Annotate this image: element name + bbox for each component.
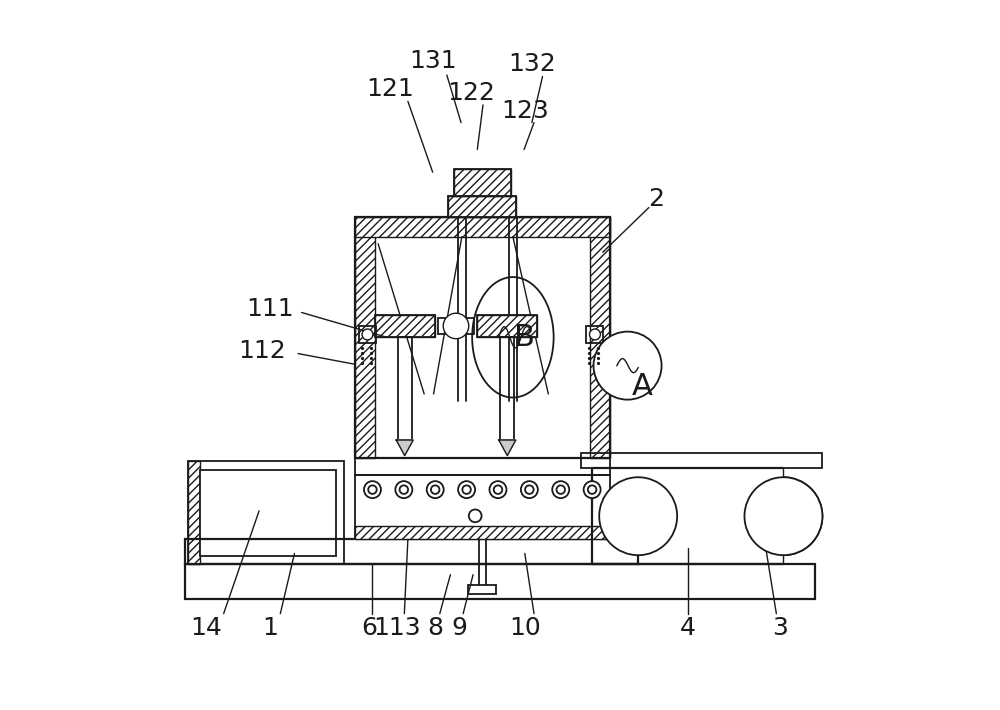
Text: 123: 123 xyxy=(501,99,549,123)
Bar xyxy=(185,564,815,599)
Circle shape xyxy=(590,329,600,340)
Circle shape xyxy=(368,486,377,494)
Bar xyxy=(454,169,511,195)
Text: 1: 1 xyxy=(262,616,278,640)
Bar xyxy=(375,315,435,337)
Bar xyxy=(590,217,610,458)
Bar xyxy=(185,539,638,564)
Text: A: A xyxy=(631,372,652,401)
Text: 131: 131 xyxy=(409,49,456,73)
Text: 8: 8 xyxy=(427,616,443,640)
Bar xyxy=(448,195,516,217)
Circle shape xyxy=(395,481,412,498)
Circle shape xyxy=(521,481,538,498)
Text: 2: 2 xyxy=(648,187,664,211)
Circle shape xyxy=(431,486,439,494)
Circle shape xyxy=(362,329,373,340)
Bar xyxy=(500,337,514,440)
Circle shape xyxy=(552,481,569,498)
Circle shape xyxy=(594,332,662,400)
Bar xyxy=(355,527,610,539)
Circle shape xyxy=(494,486,502,494)
Bar xyxy=(200,470,336,555)
Bar xyxy=(477,315,537,337)
Bar xyxy=(448,195,516,217)
Circle shape xyxy=(462,486,471,494)
Circle shape xyxy=(599,477,677,555)
Text: 111: 111 xyxy=(246,297,294,321)
Bar xyxy=(355,217,375,458)
Text: 3: 3 xyxy=(772,616,788,640)
Text: 113: 113 xyxy=(373,616,421,640)
Text: 132: 132 xyxy=(508,53,556,77)
Circle shape xyxy=(489,481,506,498)
Circle shape xyxy=(443,313,469,339)
Bar xyxy=(438,318,474,334)
Bar xyxy=(454,169,511,195)
Circle shape xyxy=(427,481,444,498)
Bar xyxy=(375,315,435,337)
Bar xyxy=(468,585,496,594)
Text: 4: 4 xyxy=(680,616,696,640)
Text: 10: 10 xyxy=(509,616,541,640)
Bar xyxy=(355,458,610,476)
Circle shape xyxy=(458,481,475,498)
Polygon shape xyxy=(499,440,516,456)
Text: B: B xyxy=(514,323,535,351)
Circle shape xyxy=(525,486,534,494)
Bar xyxy=(359,326,376,343)
Circle shape xyxy=(400,486,408,494)
Bar xyxy=(586,326,603,343)
Text: 6: 6 xyxy=(361,616,377,640)
Bar xyxy=(398,337,412,440)
Bar xyxy=(355,217,610,458)
Bar xyxy=(581,453,822,469)
Text: 14: 14 xyxy=(190,616,222,640)
Circle shape xyxy=(584,481,601,498)
Bar xyxy=(355,476,610,539)
Polygon shape xyxy=(396,440,413,456)
Text: 9: 9 xyxy=(452,616,468,640)
Circle shape xyxy=(588,486,596,494)
Text: 122: 122 xyxy=(448,81,496,105)
Bar xyxy=(188,462,344,564)
Text: 112: 112 xyxy=(239,339,286,364)
Bar xyxy=(477,315,537,337)
Circle shape xyxy=(364,481,381,498)
Bar xyxy=(188,462,200,564)
Text: 121: 121 xyxy=(366,77,414,102)
Circle shape xyxy=(469,510,482,523)
Bar xyxy=(355,217,610,236)
Circle shape xyxy=(556,486,565,494)
Circle shape xyxy=(744,477,822,555)
